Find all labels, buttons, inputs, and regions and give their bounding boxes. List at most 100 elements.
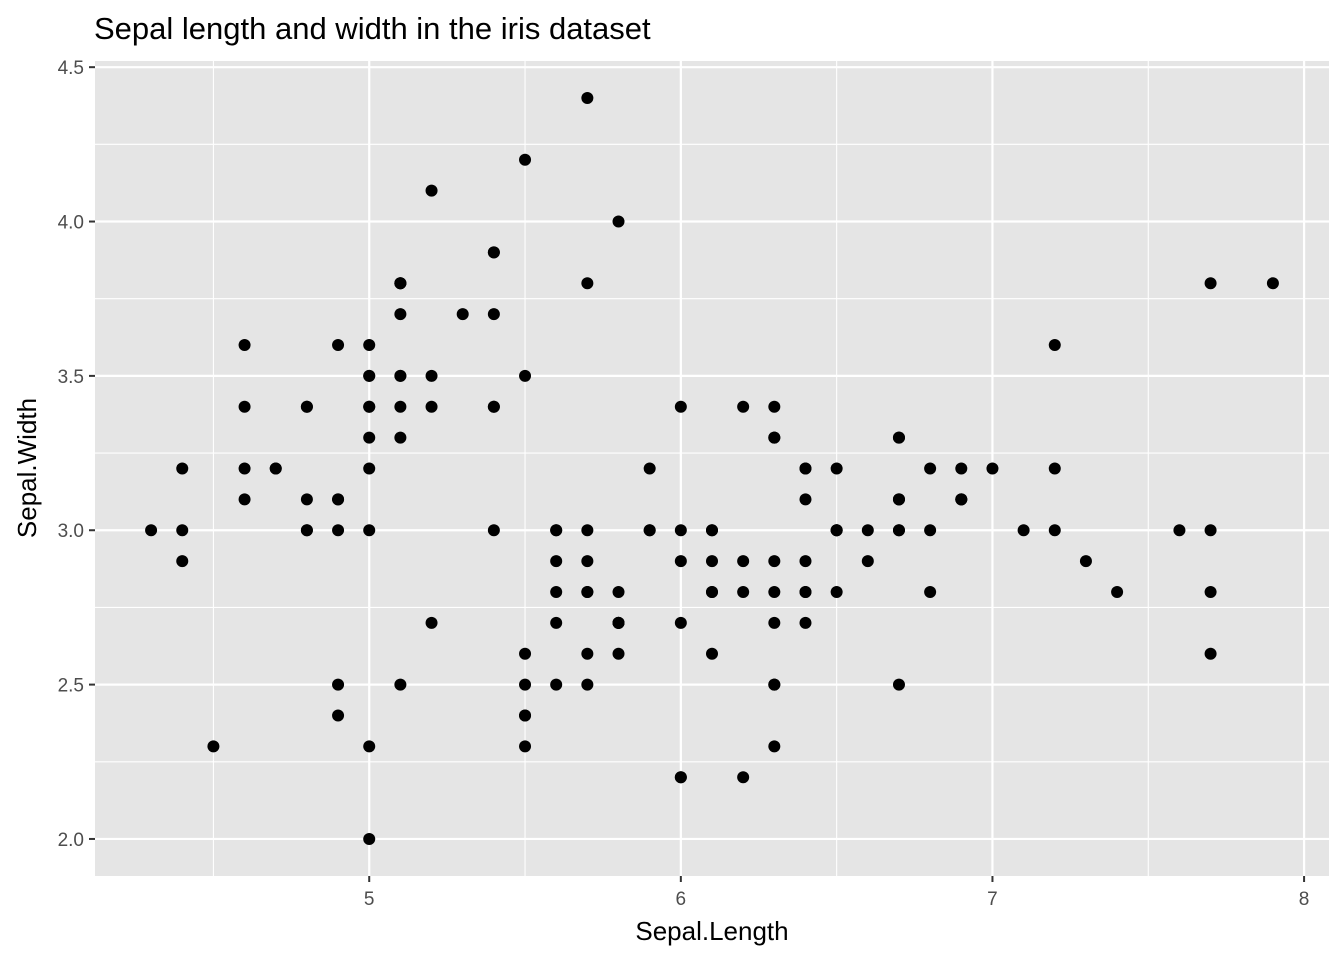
data-point (581, 524, 594, 537)
data-point (612, 215, 625, 228)
data-point (830, 524, 843, 537)
data-point (799, 462, 812, 475)
data-point (892, 678, 905, 691)
y-tick-label: 2.5 (58, 676, 84, 697)
data-point (955, 462, 968, 475)
data-point (487, 246, 500, 259)
data-point (519, 709, 532, 722)
data-point (550, 555, 563, 568)
data-point (706, 647, 718, 660)
data-point (300, 400, 313, 413)
data-point (581, 585, 594, 598)
data-point (145, 524, 158, 537)
data-point (1017, 524, 1030, 537)
data-point (363, 832, 376, 845)
plot-panel (95, 61, 1329, 876)
data-point (332, 339, 345, 352)
data-point (300, 493, 313, 506)
data-point (706, 524, 718, 537)
data-point (799, 616, 812, 629)
data-point (394, 277, 407, 290)
data-point (332, 709, 345, 722)
data-point (425, 616, 438, 629)
data-point (363, 740, 376, 753)
x-tick-label: 7 (987, 889, 998, 910)
data-point (238, 339, 251, 352)
data-point (363, 339, 376, 352)
data-point (394, 678, 407, 691)
data-point (1079, 555, 1092, 568)
x-tick-label: 5 (364, 889, 375, 910)
data-point (487, 400, 500, 413)
data-point (581, 555, 594, 568)
data-point (861, 524, 874, 537)
data-point (768, 431, 781, 444)
data-point (1266, 277, 1279, 290)
data-point (830, 462, 843, 475)
data-point (456, 308, 469, 321)
data-point (924, 462, 937, 475)
data-point (363, 431, 376, 444)
x-tick-label: 6 (676, 889, 687, 910)
data-point (1173, 524, 1186, 537)
data-point (550, 524, 563, 537)
data-point (363, 400, 376, 413)
data-points (145, 92, 1279, 845)
data-point (737, 400, 750, 413)
data-point (892, 524, 905, 537)
data-point (674, 616, 687, 629)
y-tick-label: 2.0 (58, 830, 84, 851)
data-point (674, 555, 687, 568)
data-point (924, 585, 937, 598)
data-point (643, 462, 656, 475)
data-point (550, 585, 563, 598)
data-point (861, 555, 874, 568)
data-point (269, 462, 282, 475)
y-tick-label: 4.5 (58, 58, 84, 79)
y-tick-label: 3.5 (58, 367, 84, 388)
data-point (581, 678, 594, 691)
data-point (1204, 647, 1217, 660)
data-point (924, 524, 937, 537)
data-point (550, 616, 563, 629)
data-point (300, 524, 313, 537)
data-point (363, 369, 376, 382)
data-point (332, 678, 345, 691)
data-point (425, 369, 438, 382)
data-point (768, 400, 781, 413)
data-point (176, 462, 189, 475)
y-axis-title: Sepal.Width (12, 398, 42, 538)
data-point (487, 524, 500, 537)
data-point (238, 493, 251, 506)
data-point (394, 369, 407, 382)
data-point (363, 462, 376, 475)
data-point (706, 585, 718, 598)
data-point (176, 524, 189, 537)
data-point (238, 400, 251, 413)
data-point (892, 493, 905, 506)
data-point (519, 369, 532, 382)
data-point (612, 585, 625, 598)
data-point (737, 771, 750, 784)
data-point (1204, 524, 1217, 537)
data-point (768, 740, 781, 753)
data-point (986, 462, 999, 475)
data-point (425, 184, 438, 197)
data-point (612, 647, 625, 660)
data-point (1048, 524, 1061, 537)
data-point (176, 555, 189, 568)
data-point (768, 678, 781, 691)
data-point (799, 585, 812, 598)
data-point (1204, 585, 1217, 598)
data-point (394, 431, 407, 444)
data-point (768, 616, 781, 629)
data-point (363, 524, 376, 537)
data-point (581, 647, 594, 660)
data-point (737, 585, 750, 598)
data-point (768, 585, 781, 598)
y-axis: 2.0 2.5 3.0 3.5 4.0 4.5 (58, 58, 95, 851)
data-point (674, 400, 687, 413)
x-axis: 5 6 7 8 (364, 876, 1309, 910)
data-point (487, 308, 500, 321)
